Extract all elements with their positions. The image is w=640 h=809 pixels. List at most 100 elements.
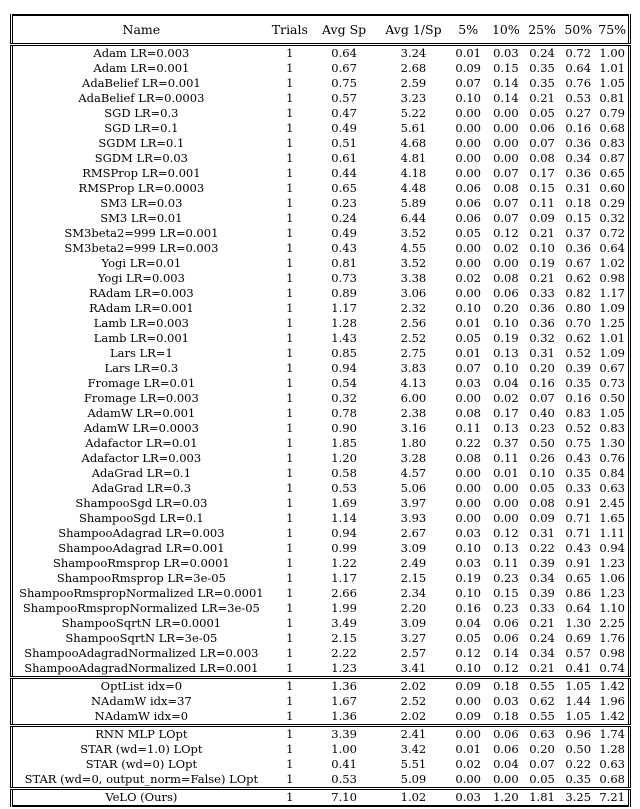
value-cell: 0.67	[331, 61, 357, 75]
value-cell: 0.41	[565, 661, 592, 675]
table-row: ShampooRmsprop LR=3e-05 1 1.17 2.15 0.19 0.23…	[12, 571, 630, 586]
value-cell: 0.68	[599, 772, 625, 786]
value-cell: 0.00	[455, 106, 481, 120]
value-cell: 0.06	[493, 616, 519, 630]
optimizer-name-cell: Lamb LR=0.003	[93, 316, 190, 330]
value-cell: 0.35	[565, 376, 592, 390]
value-cell: 0.68	[599, 121, 625, 135]
value-cell: 1	[286, 511, 294, 525]
value-cell: 2.49	[400, 556, 427, 570]
value-cell: 0.04	[493, 757, 519, 771]
value-cell: 0.00	[493, 121, 519, 135]
value-cell: 0.00	[493, 496, 519, 510]
value-cell: 0.11	[493, 556, 519, 570]
value-cell: 1	[286, 556, 294, 570]
value-cell: 0.21	[529, 226, 555, 240]
value-cell: 0.01	[455, 742, 481, 756]
value-cell: 0.24	[529, 46, 555, 60]
value-cell: 0.90	[331, 421, 357, 435]
value-cell: 0.05	[455, 226, 481, 240]
value-cell: 0.50	[599, 391, 625, 405]
value-cell: 0.05	[455, 331, 481, 345]
value-cell: 0.73	[599, 376, 625, 390]
value-cell: 0.05	[529, 481, 555, 495]
table-row: ShampooSgd LR=0.03 1 1.69 3.97 0.00 0.00 0.08 0…	[12, 496, 630, 511]
value-cell: 2.75	[400, 346, 427, 360]
optimizer-name-cell: ShampooRmspropNormalized LR=0.0001	[19, 586, 264, 600]
table-row: SM3beta2=999 LR=0.001 1 0.49 3.52 0.05 0.12 0.…	[12, 226, 630, 241]
value-cell: 0.53	[565, 91, 592, 105]
value-cell: 1	[286, 616, 294, 630]
optimizer-name-cell: SM3beta2=999 LR=0.001	[64, 226, 219, 240]
table-row: SM3 LR=0.03 1 0.23 5.89 0.06 0.07 0.11 0.18 0.29	[12, 196, 630, 211]
value-cell: 1	[286, 421, 294, 435]
value-cell: 0.31	[565, 181, 592, 195]
value-cell: 0.08	[493, 181, 519, 195]
value-cell: 0.33	[529, 286, 555, 300]
value-cell: 0.37	[493, 436, 519, 450]
optimizer-name-cell: STAR (wd=0) LOpt	[85, 757, 198, 771]
value-cell: 1	[286, 61, 294, 75]
value-cell: 0.64	[565, 61, 592, 75]
table-row: NAdamW idx=0 1 1.36 2.02 0.09 0.18 0.55 1.05 1.4…	[12, 709, 630, 726]
value-cell: 0.01	[455, 316, 481, 330]
value-cell: 0.03	[493, 694, 519, 708]
value-cell: 1.17	[599, 286, 625, 300]
optimizer-name-cell: VeLO (Ours)	[11, 787, 270, 806]
value-cell: 0.02	[455, 271, 481, 285]
value-cell: 3.25	[560, 787, 597, 806]
value-cell: 0.15	[493, 586, 519, 600]
value-cell: 1	[286, 301, 294, 315]
value-cell: 0.10	[455, 541, 481, 555]
value-cell: 2.41	[378, 724, 449, 742]
value-cell: 3.28	[400, 451, 427, 465]
value-cell: 1.43	[331, 331, 357, 345]
value-cell: 0.18	[565, 196, 592, 210]
value-cell: 0.34	[529, 571, 555, 585]
value-cell: 0.08	[455, 451, 481, 465]
value-cell: 1.23	[599, 586, 625, 600]
value-cell: 3.97	[400, 496, 427, 510]
table-row: RMSProp LR=0.001 1 0.44 4.18 0.00 0.07 0.17 0.3…	[12, 166, 630, 181]
value-cell: 1.23	[331, 661, 357, 675]
table-row: STAR (wd=0) LOpt 1 0.41 5.51 0.02 0.04 0.07 0.2…	[12, 757, 630, 772]
table-row: AdaGrad LR=0.1 1 0.58 4.57 0.00 0.01 0.10 0.35 0…	[12, 466, 630, 481]
value-cell: 0.63	[523, 724, 561, 742]
column-header-5: 10%	[487, 15, 524, 46]
value-cell: 0.10	[455, 586, 481, 600]
value-cell: 0.83	[565, 406, 592, 420]
value-cell: 2.34	[400, 586, 427, 600]
header-row: Name Trials Avg Sp Avg 1/Sp 5% 10% 25% 50% 75%	[11, 15, 630, 46]
value-cell: 2.02	[400, 709, 427, 723]
value-cell: 1	[286, 136, 294, 150]
value-cell: 1.28	[331, 316, 357, 330]
value-cell: 0.54	[331, 376, 357, 390]
value-cell: 0.70	[565, 316, 592, 330]
value-cell: 0.52	[565, 346, 592, 360]
value-cell: 0.75	[565, 436, 592, 450]
value-cell: 0.07	[529, 136, 555, 150]
value-cell: 1	[286, 406, 294, 420]
value-cell: 0.29	[599, 196, 625, 210]
value-cell: 3.16	[400, 421, 427, 435]
table-row: SGD LR=0.3 1 0.47 5.22 0.00 0.00 0.05 0.27 0.79	[12, 106, 630, 121]
value-cell: 0.37	[565, 226, 592, 240]
value-cell: 1.05	[565, 709, 592, 723]
section-optimizer-lists: OptList idx=0 1 1.36 2.02 0.09 0.18 0.55 1.05 1.…	[11, 676, 630, 726]
optimizer-name-cell: Lamb LR=0.001	[93, 331, 190, 345]
value-cell: 0.58	[331, 466, 357, 480]
value-cell: 2.25	[599, 616, 625, 630]
value-cell: 0.20	[529, 361, 555, 375]
value-cell: 3.24	[400, 46, 427, 60]
value-cell: 0.73	[331, 271, 357, 285]
results-table: Name Trials Avg Sp Avg 1/Sp 5% 10% 25% 50% 75% A…	[10, 14, 631, 807]
column-header-4: 5%	[448, 15, 488, 46]
value-cell: 0.06	[493, 286, 519, 300]
value-cell: 1.69	[331, 496, 357, 510]
value-cell: 0.00	[455, 121, 481, 135]
value-cell: 1	[286, 496, 294, 510]
value-cell: 0.00	[455, 286, 481, 300]
value-cell: 0.61	[331, 151, 357, 165]
value-cell: 0.65	[331, 181, 357, 195]
value-cell: 5.22	[400, 106, 427, 120]
